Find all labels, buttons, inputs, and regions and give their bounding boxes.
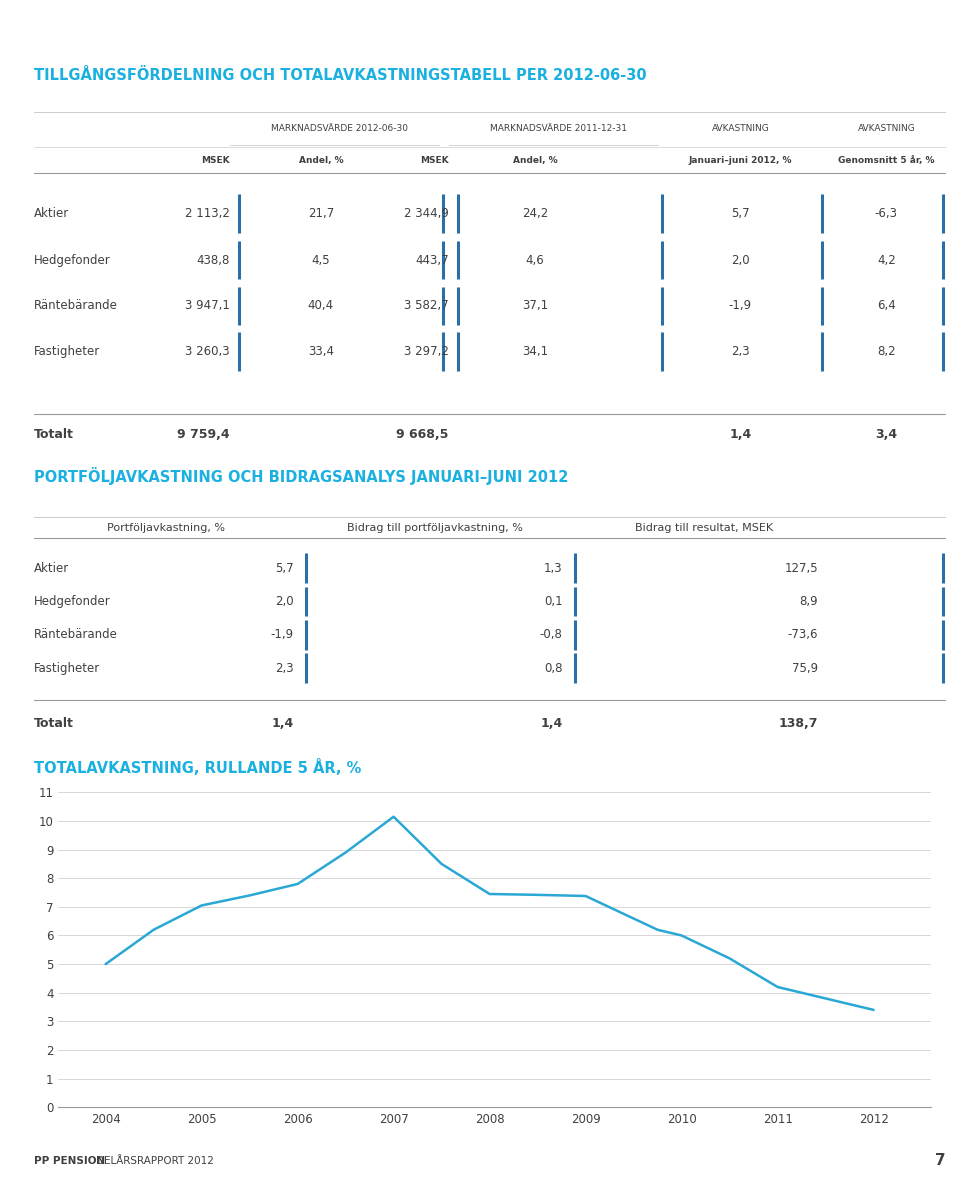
Text: -73,6: -73,6 [787,628,818,642]
Text: MARKNADSVÄRDE 2012-06-30: MARKNADSVÄRDE 2012-06-30 [271,124,408,133]
Text: 1,3: 1,3 [544,562,563,575]
Text: Aktier: Aktier [34,562,69,575]
Text: AVKASTNING: AVKASTNING [857,124,915,133]
Text: 75,9: 75,9 [792,662,818,675]
Text: AVKASTNING: AVKASTNING [711,124,769,133]
Text: Portföljavkastning, %: Portföljavkastning, % [107,523,225,532]
Text: 4,5: 4,5 [312,253,330,266]
Text: MSEK: MSEK [420,156,448,165]
Text: MARKNADSVÄRDE 2011-12-31: MARKNADSVÄRDE 2011-12-31 [490,124,627,133]
Text: 5,7: 5,7 [275,562,294,575]
Text: Andel, %: Andel, % [513,156,558,165]
Text: 40,4: 40,4 [308,299,334,312]
Text: 2,0: 2,0 [275,595,294,608]
Text: 34,1: 34,1 [522,345,548,358]
Text: 33,4: 33,4 [308,345,334,358]
Text: PORTFÖLJAVKASTNING OCH BIDRAGSANALYS JANUARI–JUNI 2012: PORTFÖLJAVKASTNING OCH BIDRAGSANALYS JAN… [34,467,568,485]
Text: MSEK: MSEK [201,156,229,165]
Text: -1,9: -1,9 [271,628,294,642]
Text: Hedgefonder: Hedgefonder [34,253,110,266]
Text: 3 260,3: 3 260,3 [185,345,229,358]
Text: 4,6: 4,6 [526,253,544,266]
Text: 3 947,1: 3 947,1 [185,299,229,312]
Text: 1,4: 1,4 [272,718,294,731]
Text: TOTALAVKASTNING, RULLANDE 5 ÅR, %: TOTALAVKASTNING, RULLANDE 5 ÅR, % [34,759,361,776]
Text: Totalt: Totalt [34,428,74,441]
Text: 9 668,5: 9 668,5 [396,428,448,441]
Text: 2,0: 2,0 [732,253,750,266]
Text: Hedgefonder: Hedgefonder [34,595,110,608]
Text: 1,4: 1,4 [540,718,563,731]
Text: TILLGÅNGSFÖRDELNING OCH TOTALAVKASTNINGSTABELL PER 2012-06-30: TILLGÅNGSFÖRDELNING OCH TOTALAVKASTNINGS… [34,68,646,83]
Text: 2,3: 2,3 [732,345,750,358]
Text: 3,4: 3,4 [876,428,898,441]
Text: Totalt: Totalt [34,718,74,731]
Text: 3 582,7: 3 582,7 [404,299,448,312]
Text: DELÅRSRAPPORT 2012: DELÅRSRAPPORT 2012 [96,1156,213,1165]
Text: 37,1: 37,1 [522,299,548,312]
Text: -1,9: -1,9 [729,299,752,312]
Text: Bidrag till portföljavkastning, %: Bidrag till portföljavkastning, % [347,523,523,532]
Text: Räntebärande: Räntebärande [34,299,117,312]
Text: 8,2: 8,2 [877,345,896,358]
Text: 138,7: 138,7 [779,718,818,731]
Text: 9 759,4: 9 759,4 [177,428,229,441]
Text: Räntebärande: Räntebärande [34,628,117,642]
Text: 8,9: 8,9 [800,595,818,608]
Text: 2,3: 2,3 [275,662,294,675]
Text: Januari–juni 2012, %: Januari–juni 2012, % [688,156,792,165]
Text: 3 297,2: 3 297,2 [404,345,448,358]
Text: -0,8: -0,8 [540,628,563,642]
Text: 4,2: 4,2 [876,253,896,266]
Text: 438,8: 438,8 [196,253,229,266]
Text: Genomsnitt 5 år, %: Genomsnitt 5 år, % [838,156,935,165]
Text: 0,1: 0,1 [544,595,563,608]
Text: -6,3: -6,3 [875,207,898,220]
Text: 127,5: 127,5 [784,562,818,575]
Text: PP PENSION: PP PENSION [34,1156,105,1165]
Text: 5,7: 5,7 [732,207,750,220]
Text: Bidrag till resultat, MSEK: Bidrag till resultat, MSEK [635,523,773,532]
Text: 443,7: 443,7 [415,253,448,266]
Text: Aktier: Aktier [34,207,69,220]
Text: 21,7: 21,7 [308,207,334,220]
Text: 0,8: 0,8 [544,662,563,675]
Text: 2 344,9: 2 344,9 [404,207,448,220]
Text: 1,4: 1,4 [730,428,752,441]
Text: Andel, %: Andel, % [299,156,343,165]
Text: Fastigheter: Fastigheter [34,345,100,358]
Text: 6,4: 6,4 [876,299,896,312]
Text: Fastigheter: Fastigheter [34,662,100,675]
Text: 24,2: 24,2 [522,207,548,220]
Text: 7: 7 [935,1154,946,1168]
Text: 2 113,2: 2 113,2 [185,207,229,220]
